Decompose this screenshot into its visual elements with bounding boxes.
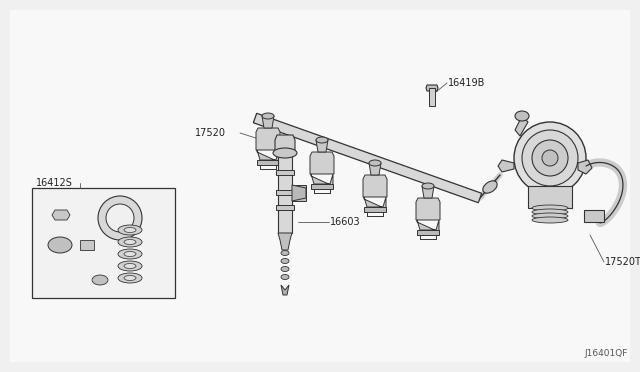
Ellipse shape	[92, 275, 108, 285]
Ellipse shape	[532, 213, 568, 219]
Polygon shape	[498, 160, 514, 172]
Ellipse shape	[262, 113, 274, 119]
Circle shape	[514, 122, 586, 194]
Bar	[257, 160, 279, 165]
Polygon shape	[363, 175, 387, 197]
Bar	[276, 205, 294, 210]
Bar	[528, 186, 572, 208]
Text: 16603: 16603	[330, 217, 360, 227]
Polygon shape	[256, 128, 280, 150]
Ellipse shape	[124, 263, 136, 269]
Polygon shape	[253, 113, 482, 203]
Polygon shape	[422, 186, 434, 198]
Ellipse shape	[532, 205, 568, 211]
Ellipse shape	[124, 228, 136, 232]
Bar	[278, 153, 292, 233]
Ellipse shape	[118, 225, 142, 235]
Ellipse shape	[369, 160, 381, 166]
Polygon shape	[257, 150, 279, 162]
Polygon shape	[275, 135, 295, 153]
Ellipse shape	[124, 251, 136, 257]
Polygon shape	[416, 198, 440, 220]
Polygon shape	[292, 185, 306, 201]
Bar	[311, 184, 333, 189]
Text: 17520T: 17520T	[605, 257, 640, 267]
Bar	[584, 210, 604, 222]
Text: 16419B: 16419B	[448, 78, 485, 88]
Bar	[429, 88, 435, 106]
Ellipse shape	[483, 181, 497, 193]
Ellipse shape	[98, 196, 142, 240]
Ellipse shape	[316, 137, 328, 143]
Ellipse shape	[281, 250, 289, 256]
Text: 16412S: 16412S	[36, 178, 73, 188]
Ellipse shape	[106, 204, 134, 232]
Polygon shape	[426, 85, 438, 91]
Ellipse shape	[124, 240, 136, 244]
Ellipse shape	[118, 237, 142, 247]
Ellipse shape	[532, 209, 568, 215]
Bar	[364, 207, 386, 212]
Ellipse shape	[532, 217, 568, 223]
Polygon shape	[316, 140, 328, 152]
Ellipse shape	[281, 266, 289, 272]
Ellipse shape	[118, 261, 142, 271]
Ellipse shape	[515, 111, 529, 121]
Ellipse shape	[124, 276, 136, 280]
Polygon shape	[364, 197, 386, 209]
Ellipse shape	[118, 273, 142, 283]
Text: J16401QF: J16401QF	[584, 349, 628, 358]
Bar	[32, 188, 175, 298]
Bar	[276, 170, 294, 175]
Ellipse shape	[273, 148, 297, 158]
Polygon shape	[52, 210, 70, 220]
Bar	[417, 230, 439, 235]
Polygon shape	[311, 174, 333, 186]
Bar	[292, 185, 306, 201]
Bar	[276, 190, 294, 195]
Text: 17520: 17520	[195, 128, 226, 138]
Polygon shape	[278, 233, 292, 250]
Circle shape	[542, 150, 558, 166]
Ellipse shape	[281, 275, 289, 279]
Polygon shape	[262, 116, 274, 128]
Ellipse shape	[118, 249, 142, 259]
Circle shape	[532, 140, 568, 176]
Polygon shape	[515, 116, 528, 136]
Polygon shape	[310, 152, 334, 174]
Polygon shape	[417, 220, 439, 232]
Ellipse shape	[281, 259, 289, 263]
Polygon shape	[369, 163, 381, 175]
Ellipse shape	[422, 183, 434, 189]
Polygon shape	[578, 160, 592, 174]
Bar	[80, 240, 94, 250]
Circle shape	[522, 130, 578, 186]
Polygon shape	[281, 285, 289, 295]
Ellipse shape	[48, 237, 72, 253]
